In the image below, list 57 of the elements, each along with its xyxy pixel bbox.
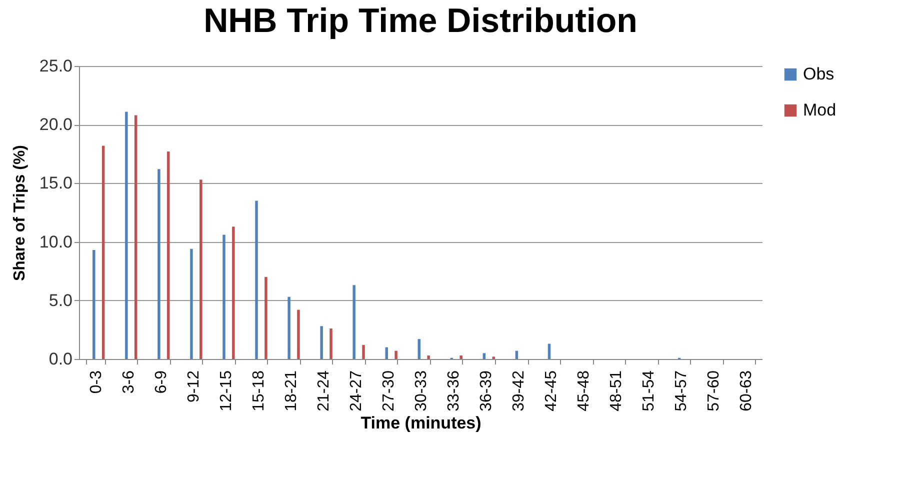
x-tick-label: 12-15	[218, 370, 235, 412]
bar	[297, 310, 300, 359]
legend-label: Obs	[803, 64, 834, 84]
x-tick-label: 27-30	[380, 370, 398, 412]
x-tick-label: 45-48	[576, 370, 593, 412]
x-tick-label: 42-45	[543, 370, 560, 412]
chart-title: NHB Trip Time Distribution	[204, 2, 638, 40]
x-tick-label: 6-9	[152, 370, 170, 394]
bar	[482, 353, 486, 359]
bar	[362, 344, 365, 359]
x-tick-label: 33-36	[446, 370, 463, 412]
y-tick-label: 10.0	[39, 232, 72, 252]
x-tick-label: 9-12	[185, 370, 202, 403]
y-tick-label: 15.0	[39, 174, 72, 193]
y-tick-label: 25.0	[39, 56, 72, 76]
x-axis-title: Time (minutes)	[360, 413, 482, 432]
bar	[427, 355, 430, 359]
y-tick-label: 0.0	[48, 350, 72, 368]
bar	[288, 296, 290, 359]
bar	[352, 285, 356, 359]
bar	[460, 355, 462, 359]
bar	[167, 152, 170, 359]
x-tick-label: 57-60	[706, 370, 723, 412]
x-tick-label: 51-54	[640, 370, 658, 412]
legend-label: Mod	[803, 100, 836, 120]
bar	[255, 200, 258, 359]
bar	[125, 112, 128, 359]
bar	[92, 250, 96, 359]
bar	[232, 226, 235, 359]
bar	[102, 146, 105, 359]
bar	[190, 248, 193, 359]
bar	[264, 276, 268, 359]
bar	[418, 339, 420, 359]
y-tick-label: 20.0	[39, 115, 72, 134]
x-tick-label: 21-24	[315, 370, 332, 412]
bar	[548, 344, 551, 359]
x-tick-label: 24-27	[348, 370, 365, 412]
x-tick-label: 15-18	[250, 370, 268, 412]
y-axis-title: Share of Trips (%)	[11, 144, 28, 282]
x-tick-label: 39-42	[510, 370, 528, 412]
x-tick-label: 18-21	[282, 370, 300, 412]
bar	[330, 328, 332, 359]
x-tick-label: 36-39	[478, 370, 496, 412]
x-tick-label: 30-33	[413, 370, 430, 412]
bar	[222, 234, 226, 359]
x-tick-label: 54-57	[673, 370, 690, 412]
x-tick-label: 48-51	[608, 370, 626, 412]
bar	[394, 350, 398, 359]
bar	[200, 180, 202, 359]
bar	[158, 169, 160, 359]
bar	[320, 326, 323, 359]
bar	[385, 347, 388, 359]
x-tick-label: 3-6	[120, 370, 138, 394]
x-tick-label: 0-3	[88, 370, 105, 394]
bar	[134, 115, 138, 359]
y-tick-label: 5.0	[48, 290, 72, 310]
x-tick-label: 60-63	[738, 370, 756, 412]
